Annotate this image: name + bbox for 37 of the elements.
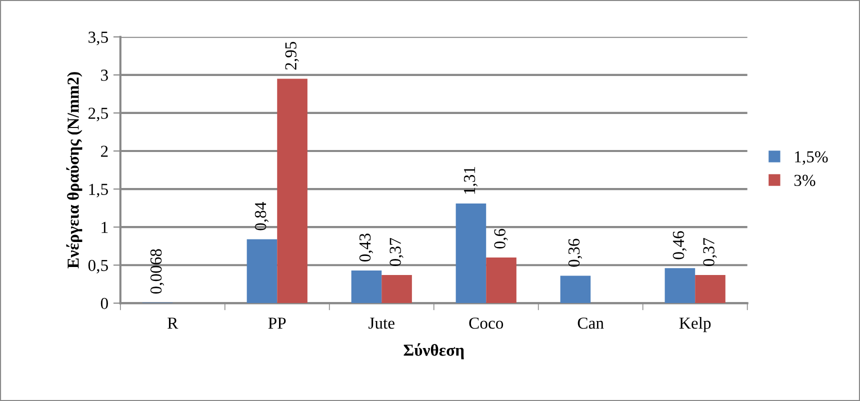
x-tick-label: Jute xyxy=(368,318,394,329)
bar xyxy=(456,203,486,304)
bar xyxy=(560,276,591,304)
x-tick-label: Coco xyxy=(469,318,504,329)
y-tick-label: 3,5 xyxy=(88,32,108,46)
x-tick-label: R xyxy=(168,318,178,329)
legend-label: 1,5% xyxy=(795,151,828,165)
y-tick-label: 1,5 xyxy=(89,184,108,198)
data-label: 0,6 xyxy=(494,228,508,249)
y-axis-title: Ενέργεια θραύσης (N/mm2) xyxy=(66,72,82,268)
y-tick-label: 0 xyxy=(100,298,108,310)
y-tick-label: 0,5 xyxy=(88,260,108,274)
bar xyxy=(277,78,308,304)
y-tick-label: 1 xyxy=(102,222,108,233)
bar xyxy=(695,275,726,304)
data-label: 0,36 xyxy=(568,238,582,267)
data-label: 2,95 xyxy=(285,42,299,70)
data-label: 0,37 xyxy=(703,238,717,266)
data-label: 0,37 xyxy=(390,238,404,266)
x-axis-title: Σύνθεση xyxy=(404,343,464,360)
data-label: 0,0068 xyxy=(150,249,164,294)
legend-label: 3% xyxy=(794,174,816,186)
data-label: 0,84 xyxy=(254,202,269,230)
y-tick-label: 2,5 xyxy=(88,108,108,122)
x-tick-label: Can xyxy=(578,318,604,329)
x-tick-label: Kelp xyxy=(679,317,711,332)
bar xyxy=(664,268,696,304)
bar xyxy=(382,275,412,304)
data-label: 0,46 xyxy=(672,231,687,260)
y-tick-label: 3 xyxy=(101,70,108,81)
data-label: 0,43 xyxy=(359,234,374,262)
bar xyxy=(351,270,382,304)
data-label: 1,31 xyxy=(464,166,478,194)
bar xyxy=(246,239,278,304)
bar xyxy=(486,258,516,304)
y-tick-label: 2 xyxy=(100,146,108,157)
x-tick-label: PP xyxy=(268,318,286,329)
